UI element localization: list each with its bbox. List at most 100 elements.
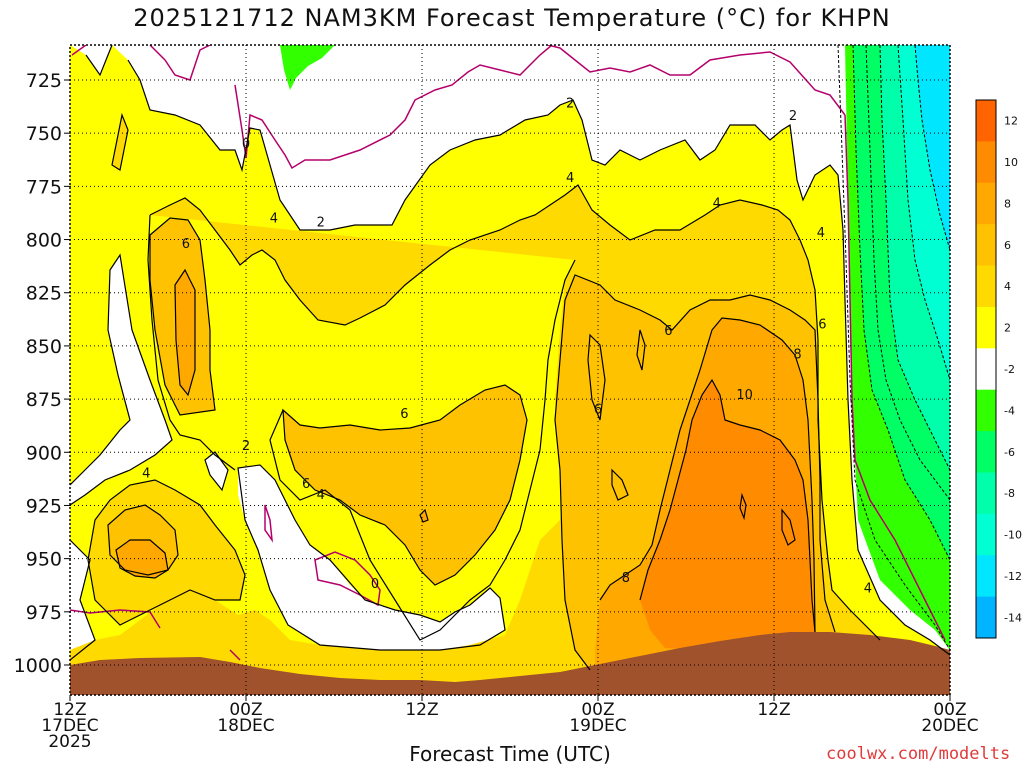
contour-label: 6 [818,318,826,333]
colorbar-label: -6 [1004,446,1015,459]
y-tick-label: 1000 [14,655,62,677]
contour-label: 10 [736,388,753,403]
contour-8 [115,268,816,633]
colorbar-swatch [976,141,996,184]
colorbar: 12 10 8 6 4 2 -2 -4 -6 -8 -10 -12 -14 [975,99,1022,639]
y-tick-label: 850 [26,336,62,358]
colorbar-swatch [976,224,996,267]
contour-label: 0 [371,577,379,592]
y-axis: 725 750 775 800 825 850 875 900 925 950 975 1000 [14,70,70,677]
x-tick-label: 12Z [405,700,438,720]
colorbar-swatch [976,265,996,308]
x-tick-label: 2025 [48,732,91,752]
colorbar-swatch [976,596,996,639]
contour-label: 4 [864,581,872,596]
contour-label: 2 [566,96,574,111]
contour-4 [87,112,881,641]
colorbar-label: 12 [1004,115,1018,128]
contour-label: 4 [270,211,278,226]
grid-lines [70,45,950,695]
colorbar-label: 2 [1004,322,1011,335]
contour-neg4 [852,45,950,561]
colorbar-label: -2 [1004,363,1015,376]
contour-0-lower [70,504,381,661]
band-0-2-pocket-small [205,452,228,490]
band-10-12 [640,380,815,650]
y-tick-label: 925 [26,495,62,517]
colorbar-label: -12 [1004,570,1022,583]
y-tick-label: 800 [26,230,62,252]
colorbar-label: 8 [1004,197,1011,210]
contour-label: 6 [302,477,310,492]
colorbar-label: -10 [1004,529,1022,542]
y-tick-label: 725 [26,70,62,92]
contour-label: 4 [142,467,150,482]
band-0-2-pocket-mid [238,465,505,650]
colorbar-frame [975,99,997,639]
colorbar-swatch [976,431,996,473]
contour-6 [107,217,836,671]
colorbar-swatch [976,555,996,598]
x-tick-label: 12Z [53,700,86,720]
contour-label: 4 [566,171,574,186]
colorbar-swatch [976,100,996,142]
x-tick-label: 00Z [581,700,614,720]
contour-neg12 [914,45,950,251]
x-tick-label: 17DEC [41,716,98,736]
x-axis-label: Forecast Time (UTC) [409,742,611,766]
contour-label: 8 [622,571,630,586]
colorbar-swatch [976,389,996,432]
contour-lines [70,45,950,671]
contour-0-right [844,114,946,641]
y-tick-label: 825 [26,283,62,305]
colorbar-label: 10 [1004,156,1018,169]
plot-frame [69,44,951,696]
x-tick-label: 00Z [933,700,966,720]
contour-neg2 [837,45,950,651]
y-tick-label: 950 [26,549,62,571]
contour-neg8 [879,45,950,471]
contour-label: 0 [242,137,250,152]
contour-label: 2 [789,109,797,124]
band-4-6-left [112,115,128,170]
y-tick-label: 750 [26,123,62,145]
cold-band-12 [915,45,950,250]
cold-patch-top [280,45,335,90]
credit-link[interactable]: coolwx.com/modelts [826,744,1011,764]
contour-label: 2 [317,216,325,231]
contour-label: 6 [664,324,672,339]
contour-label: 6 [400,407,408,422]
contour-label: 4 [713,196,721,211]
colorbar-label: 4 [1004,280,1011,293]
colorbar-swatch [976,348,996,391]
contour-0-upper [71,45,846,170]
contour-label: 8 [793,347,801,362]
colorbar-label: -8 [1004,487,1015,500]
y-tick-label: 875 [26,389,62,411]
terrain [70,632,950,695]
colorbar-swatch [976,306,996,349]
x-tick-label: 12Z [757,700,790,720]
contour-label: 6 [594,403,602,418]
x-tick-label: 20DEC [921,716,978,736]
contour-neg6 [865,45,950,501]
x-tick-label: 00Z [229,700,262,720]
chart-title: 2025121712 NAM3KM Forecast Temperature (… [133,4,891,32]
contour-2 [70,45,950,661]
colorbar-swatch [976,182,996,225]
contour-label: 2 [242,439,250,454]
contour-label: 6 [182,237,190,252]
colorbar-swatch [976,472,996,515]
colorbar-swatch [976,513,996,556]
y-tick-label: 900 [26,442,62,464]
contour-label: 4 [317,488,325,503]
x-tick-label: 18DEC [217,716,274,736]
contour-neg10 [897,45,950,381]
contour-label: 4 [817,226,825,241]
x-tick-label: 19DEC [569,716,626,736]
band-0-2-pocket-left [70,255,172,505]
y-tick-label: 975 [26,602,62,624]
y-tick-label: 775 [26,176,62,198]
